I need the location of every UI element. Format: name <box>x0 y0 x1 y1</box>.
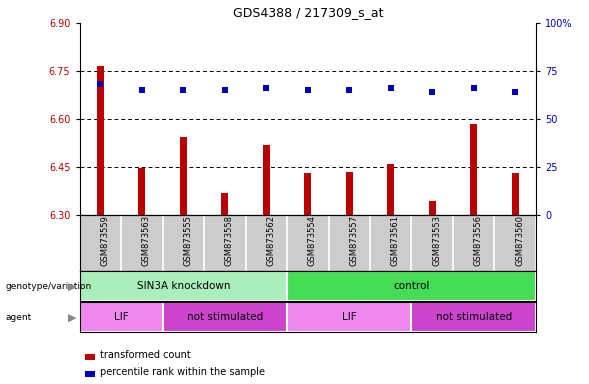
Text: GSM873554: GSM873554 <box>307 215 317 266</box>
Text: transformed count: transformed count <box>100 350 190 360</box>
Point <box>137 87 147 93</box>
Bar <box>80 271 287 301</box>
Bar <box>180 137 187 215</box>
Bar <box>387 164 395 215</box>
Text: agent: agent <box>6 313 32 322</box>
Text: LIF: LIF <box>342 312 356 322</box>
Bar <box>412 302 536 332</box>
Text: SIN3A knockdown: SIN3A knockdown <box>137 281 230 291</box>
Text: ▶: ▶ <box>68 281 77 291</box>
Text: GSM873558: GSM873558 <box>225 215 234 266</box>
Text: GSM873555: GSM873555 <box>183 215 192 266</box>
Text: ▶: ▶ <box>68 312 77 322</box>
Point <box>386 85 395 91</box>
Point <box>303 87 312 93</box>
Bar <box>80 302 163 332</box>
Point <box>95 81 105 88</box>
Bar <box>263 145 270 215</box>
Text: LIF: LIF <box>114 312 128 322</box>
Bar <box>97 66 104 215</box>
Bar <box>138 168 145 215</box>
Text: GSM873557: GSM873557 <box>349 215 358 266</box>
Text: GSM873553: GSM873553 <box>432 215 441 266</box>
Bar <box>221 193 229 215</box>
Bar <box>287 271 536 301</box>
Text: percentile rank within the sample: percentile rank within the sample <box>100 367 264 377</box>
Point <box>178 87 188 93</box>
Text: GSM873561: GSM873561 <box>391 215 400 266</box>
Bar <box>346 172 353 215</box>
Bar <box>429 201 436 215</box>
Text: GSM873559: GSM873559 <box>100 215 110 266</box>
Point <box>428 89 437 95</box>
Point <box>262 85 271 91</box>
Bar <box>511 173 519 215</box>
Bar <box>304 173 312 215</box>
Text: not stimulated: not stimulated <box>436 312 512 322</box>
Text: GSM873563: GSM873563 <box>142 215 151 266</box>
Text: GSM873560: GSM873560 <box>515 215 524 266</box>
Point <box>469 85 478 91</box>
Text: control: control <box>393 281 430 291</box>
Point <box>220 87 230 93</box>
Text: GSM873556: GSM873556 <box>474 215 483 266</box>
Text: GSM873562: GSM873562 <box>266 215 275 266</box>
Text: genotype/variation: genotype/variation <box>6 282 92 291</box>
Bar <box>470 124 478 215</box>
Text: not stimulated: not stimulated <box>187 312 263 322</box>
Bar <box>287 302 412 332</box>
Point <box>511 89 520 95</box>
Point <box>345 87 354 93</box>
Bar <box>163 302 287 332</box>
Title: GDS4388 / 217309_s_at: GDS4388 / 217309_s_at <box>233 6 383 19</box>
